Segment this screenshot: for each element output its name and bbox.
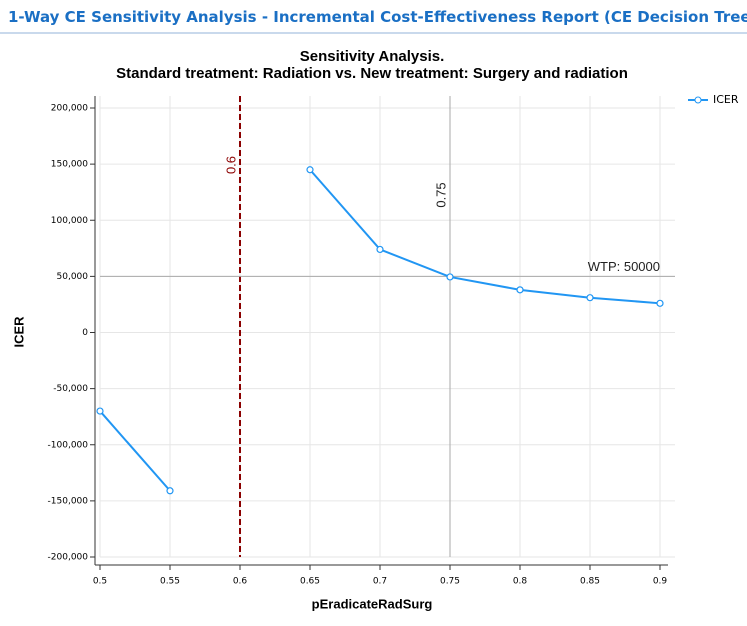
y-tick-label: -200,000 xyxy=(48,553,89,563)
data-point xyxy=(446,273,454,281)
x-tick-label: 0.6 xyxy=(233,577,248,587)
data-point xyxy=(656,299,664,307)
x-tick-label: 0.75 xyxy=(440,577,460,587)
y-tick-label: 50,000 xyxy=(57,272,89,282)
y-tick-label: -100,000 xyxy=(48,440,89,450)
x-tick-label: 0.5 xyxy=(93,577,107,587)
x-tick-label: 0.8 xyxy=(513,577,528,587)
chart-title: Sensitivity Analysis. xyxy=(300,48,445,65)
y-tick-label: -50,000 xyxy=(53,384,88,394)
reference-label: 0.75 xyxy=(433,182,448,207)
data-point xyxy=(96,407,104,415)
data-point xyxy=(376,245,384,254)
data-point xyxy=(166,487,174,495)
reference-label: 0.6 xyxy=(223,156,238,174)
chart: Sensitivity Analysis. Standard treatment… xyxy=(11,48,739,611)
x-tick-label: 0.9 xyxy=(653,577,668,587)
x-tick-label: 0.85 xyxy=(580,577,600,587)
y-tick-label: 150,000 xyxy=(51,160,88,170)
y-tick-label: 100,000 xyxy=(51,216,88,226)
data-point xyxy=(306,166,314,174)
y-tick-label: 200,000 xyxy=(51,104,88,114)
legend-label: ICER xyxy=(713,93,739,106)
y-tick-label: -150,000 xyxy=(48,496,89,506)
x-tick-label: 0.55 xyxy=(160,577,180,587)
window-title: 1-Way CE Sensitivity Analysis - Incremen… xyxy=(0,0,747,34)
y-tick-label: 0 xyxy=(82,328,88,338)
chart-subtitle: Standard treatment: Radiation vs. New tr… xyxy=(116,65,628,82)
y-axis-label: ICER xyxy=(11,316,26,348)
data-point xyxy=(586,294,594,302)
x-axis-label: pEradicateRadSurg xyxy=(312,596,433,611)
reference-label: WTP: 50000 xyxy=(588,259,660,274)
x-tick-label: 0.65 xyxy=(300,577,320,587)
data-point xyxy=(516,286,524,294)
legend-marker xyxy=(694,96,702,104)
series-line xyxy=(99,169,661,492)
x-tick-label: 0.7 xyxy=(373,577,387,587)
